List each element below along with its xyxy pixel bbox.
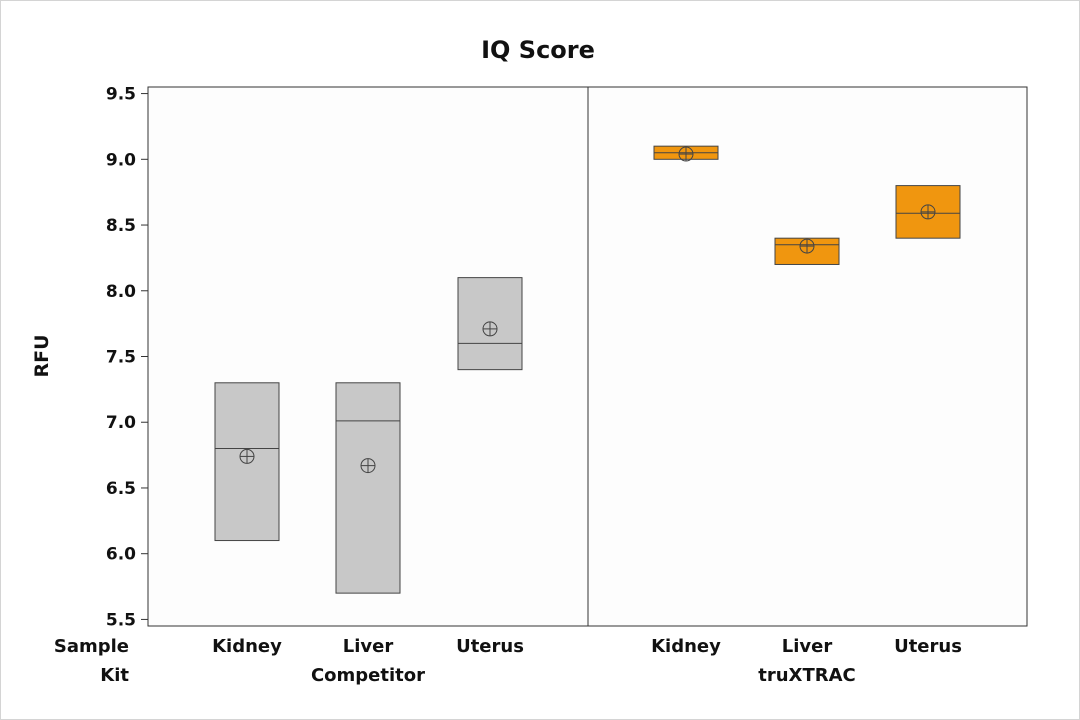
y-tick-label: 5.5 bbox=[106, 610, 136, 630]
y-tick-label: 7.0 bbox=[106, 413, 136, 433]
y-axis-ticks: 5.5 6.0 6.5 7.0 7.5 8.0 8.5 9.0 9.5 bbox=[106, 85, 148, 630]
y-tick-label: 6.0 bbox=[106, 545, 136, 565]
box-competitor-liver bbox=[335, 382, 401, 594]
sample-label: Liver bbox=[782, 636, 833, 657]
y-tick-label: 6.5 bbox=[106, 479, 136, 499]
sample-label: Kidney bbox=[651, 636, 721, 657]
box-truxtrac-uterus bbox=[895, 185, 961, 239]
y-tick-label: 8.5 bbox=[106, 216, 136, 236]
sample-label: Uterus bbox=[456, 636, 524, 657]
y-tick-label: 7.5 bbox=[106, 348, 136, 368]
sample-label: Liver bbox=[343, 636, 394, 657]
box-series bbox=[214, 145, 961, 594]
y-tick-label: 8.0 bbox=[106, 282, 136, 302]
kit-label: truXTRAC bbox=[758, 665, 855, 686]
sample-label: Uterus bbox=[894, 636, 962, 657]
y-tick-label: 9.0 bbox=[106, 150, 136, 170]
chart-title: IQ Score bbox=[481, 36, 595, 64]
sample-label: Kidney bbox=[212, 636, 282, 657]
x-axis-labels: Kidney Liver Uterus Competitor Kidney Liver Ut… bbox=[212, 636, 962, 686]
kit-row-label: Kit bbox=[100, 665, 129, 686]
kit-label: Competitor bbox=[311, 665, 425, 686]
y-axis-label: RFU bbox=[31, 334, 53, 377]
sample-row-label: Sample bbox=[54, 636, 129, 657]
y-tick-label: 9.5 bbox=[106, 85, 136, 105]
